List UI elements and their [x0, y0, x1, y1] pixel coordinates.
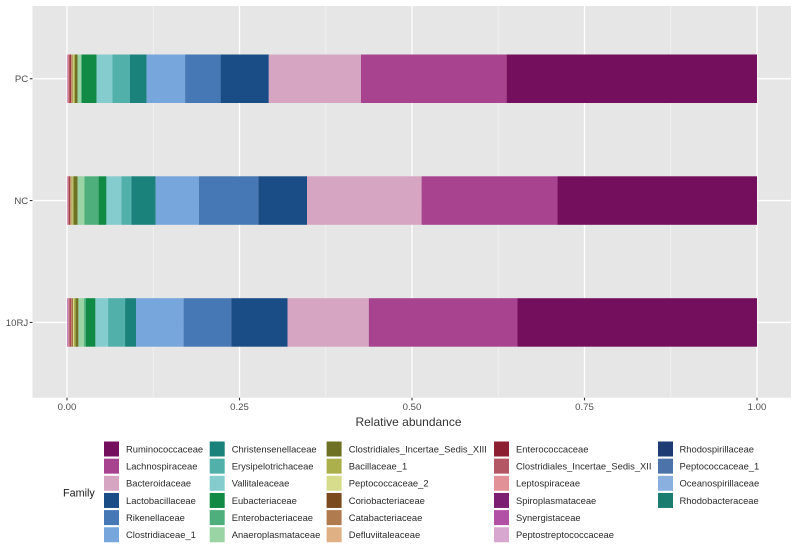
svg-text:Peptococcaceae_1: Peptococcaceae_1: [680, 461, 760, 472]
svg-text:Rhodospirillaceae: Rhodospirillaceae: [680, 443, 755, 454]
svg-text:Oceanospirillaceae: Oceanospirillaceae: [680, 478, 760, 489]
svg-text:0.25: 0.25: [230, 402, 249, 413]
svg-text:Christensenellaceae: Christensenellaceae: [232, 443, 317, 454]
svg-text:Spiroplasmataceae: Spiroplasmataceae: [516, 495, 596, 506]
svg-text:0.50: 0.50: [403, 402, 422, 413]
svg-text:Anaeroplasmataceae: Anaeroplasmataceae: [232, 529, 321, 540]
svg-text:Clostridiales_Incertae_Sedis_X: Clostridiales_Incertae_Sedis_XII: [516, 461, 652, 472]
svg-text:NC: NC: [14, 196, 28, 207]
svg-text:Rhodobacteraceae: Rhodobacteraceae: [680, 495, 759, 506]
svg-text:0.75: 0.75: [575, 402, 594, 413]
svg-text:Erysipelotrichaceae: Erysipelotrichaceae: [232, 461, 314, 472]
svg-text:Enterobacteriaceae: Enterobacteriaceae: [232, 512, 313, 523]
svg-text:Rikenellaceae: Rikenellaceae: [126, 512, 185, 523]
svg-text:Bacillaceae_1: Bacillaceae_1: [349, 461, 407, 472]
svg-text:0.00: 0.00: [58, 402, 77, 413]
svg-text:1.00: 1.00: [748, 402, 767, 413]
svg-text:Defluviitaleaceae: Defluviitaleaceae: [349, 529, 420, 540]
svg-text:Bacteroidaceae: Bacteroidaceae: [126, 478, 191, 489]
svg-text:10RJ: 10RJ: [6, 318, 29, 329]
svg-text:Coriobacteriaceae: Coriobacteriaceae: [349, 495, 425, 506]
svg-text:Family: Family: [63, 487, 95, 499]
svg-text:Leptospiraceae: Leptospiraceae: [516, 478, 580, 489]
svg-text:Clostridiaceae_1: Clostridiaceae_1: [126, 529, 196, 540]
svg-text:Enterococcaceae: Enterococcaceae: [516, 443, 588, 454]
svg-text:Lactobacillaceae: Lactobacillaceae: [126, 495, 196, 506]
svg-text:Peptostreptococcaceae: Peptostreptococcaceae: [516, 529, 614, 540]
svg-text:Lachnospiraceae: Lachnospiraceae: [126, 461, 197, 472]
svg-text:Ruminococcaceae: Ruminococcaceae: [126, 443, 203, 454]
svg-text:Vallitaleaceae: Vallitaleaceae: [232, 478, 290, 489]
svg-text:Clostridiales_Incertae_Sedis_X: Clostridiales_Incertae_Sedis_XIII: [349, 443, 487, 454]
svg-text:Peptococcaceae_2: Peptococcaceae_2: [349, 478, 429, 489]
svg-text:Eubacteriaceae: Eubacteriaceae: [232, 495, 297, 506]
svg-text:Relative abundance: Relative abundance: [355, 415, 461, 429]
svg-text:Synergistaceae: Synergistaceae: [516, 512, 581, 523]
svg-text:Catabacteriaceae: Catabacteriaceae: [349, 512, 423, 523]
svg-text:PC: PC: [15, 74, 28, 85]
